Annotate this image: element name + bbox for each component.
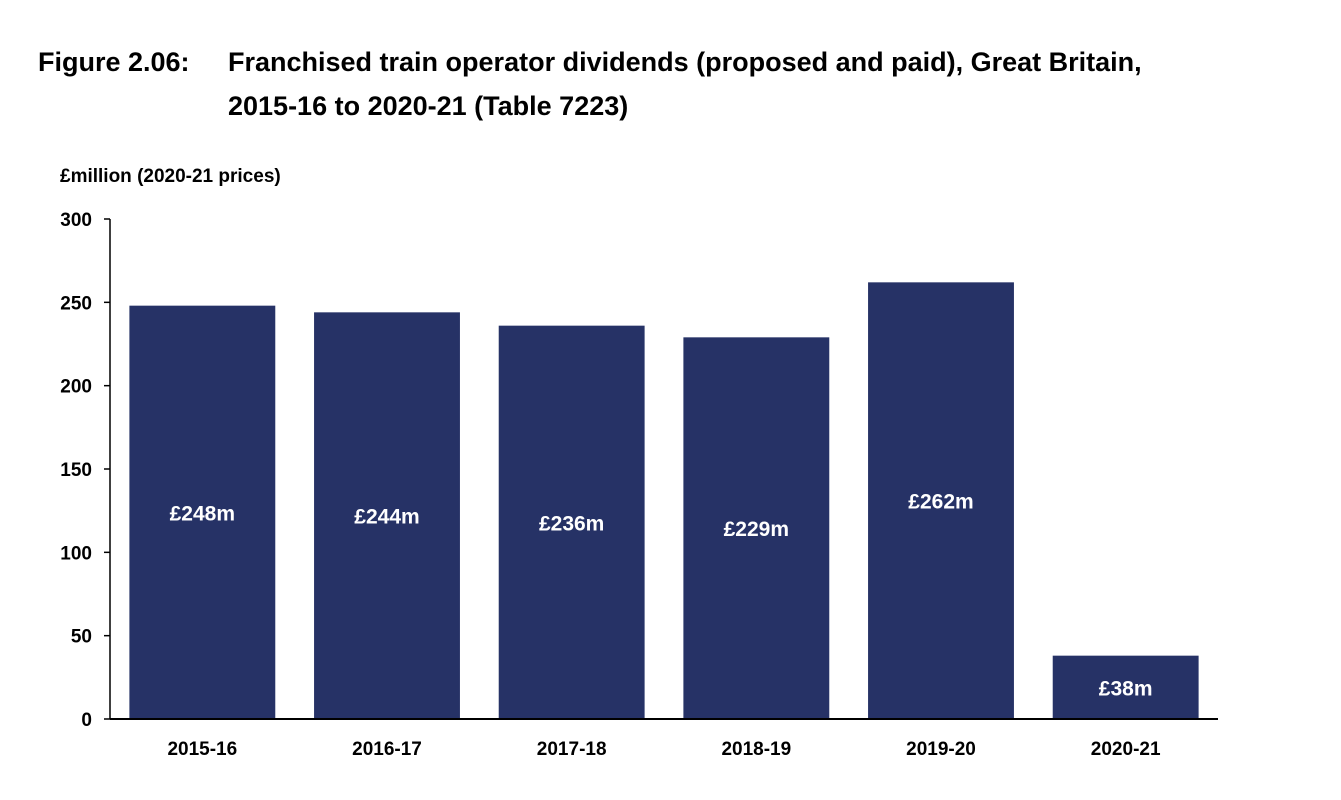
bar-2019-20	[868, 282, 1014, 719]
bar-2015-16	[129, 305, 276, 719]
bar-2017-18	[498, 325, 645, 719]
bar-value-label: £244m	[354, 506, 419, 529]
figure-number: Figure 2.06:	[38, 47, 190, 77]
bar-labels-group: £248m £244m £236m £229m £262m £38m	[170, 491, 1153, 701]
bars-group	[129, 282, 1199, 719]
bar-value-label: £38m	[1099, 677, 1153, 700]
bar-value-label: £248m	[170, 502, 235, 525]
y-tick-label: 250	[60, 293, 92, 314]
x-tick-label: 2019-20	[906, 739, 976, 760]
x-tick-label: 2017-18	[537, 739, 607, 760]
x-tick-label: 2016-17	[352, 739, 422, 760]
y-axis-ticks: 0 50 100 150 200 250 300	[60, 210, 110, 731]
y-tick-label: 300	[60, 210, 92, 231]
title-line-2: 2015-16 to 2020-21 (Table 7223)	[228, 91, 629, 121]
x-axis-ticks: 2015-16 2016-17 2017-18 2018-19 2019-20 2020-…	[167, 739, 1160, 760]
y-tick-label: 0	[81, 710, 92, 731]
x-tick-label: 2018-19	[721, 739, 791, 760]
y-tick-label: 200	[60, 377, 92, 398]
x-tick-label: 2015-16	[167, 739, 237, 760]
x-tick-label: 2020-21	[1091, 739, 1161, 760]
y-tick-label: 100	[60, 543, 92, 564]
title-line-1: Franchised train operator dividends (pro…	[228, 47, 1142, 77]
bar-2016-17	[314, 312, 460, 719]
bar-value-label: £229m	[724, 518, 789, 541]
y-tick-label: 50	[71, 627, 92, 648]
bar-2020-21	[1052, 655, 1199, 719]
bar-value-label: £262m	[908, 491, 973, 514]
bar-value-label: £236m	[539, 512, 604, 535]
y-axis-label: £million (2020-21 prices)	[60, 166, 281, 187]
chart-title: Figure 2.06: Franchised train operator di…	[38, 40, 1328, 128]
bar-2018-19	[683, 337, 830, 719]
y-tick-label: 150	[60, 460, 92, 481]
